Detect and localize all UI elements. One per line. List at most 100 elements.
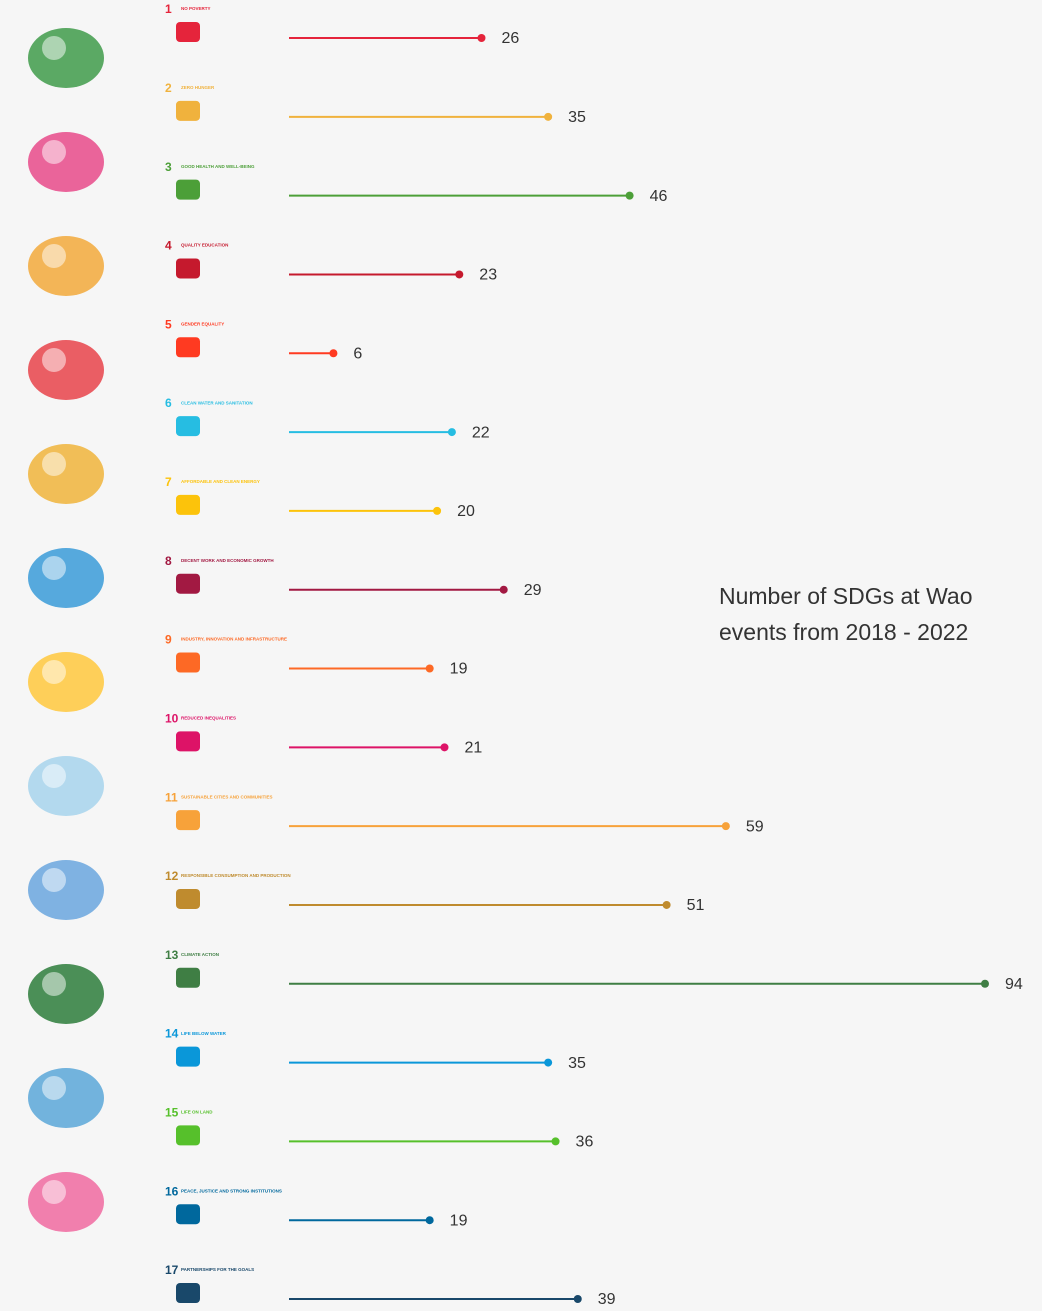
page: 261NO POVERTY352ZERO HUNGER463GOOD HEALT… <box>0 0 1042 1311</box>
goal-icon <box>176 495 200 515</box>
dot <box>663 901 671 909</box>
chart-title: Number of SDGs at Wao events from 2018 -… <box>719 578 1019 650</box>
illustration <box>28 1068 104 1128</box>
dot <box>552 1137 560 1145</box>
dot <box>448 428 456 436</box>
goal-icon <box>176 653 200 673</box>
goal-icon <box>176 731 200 751</box>
dot <box>478 34 486 42</box>
value-label: 94 <box>1005 976 1023 993</box>
illustration <box>42 764 66 788</box>
goal-number: 12 <box>165 869 179 883</box>
goal-icon <box>176 810 200 830</box>
illustration <box>42 1076 66 1100</box>
illustration <box>42 348 66 372</box>
illustration <box>28 964 104 1024</box>
value-label: 59 <box>746 818 764 835</box>
goal-icon <box>176 180 200 200</box>
illustration <box>28 860 104 920</box>
goal-icon <box>176 1047 200 1067</box>
goal-icon <box>176 574 200 594</box>
illustration <box>28 132 104 192</box>
goal-icon <box>176 101 200 121</box>
goal-name: AFFORDABLE AND CLEAN ENERGY <box>181 479 260 484</box>
value-label: 19 <box>450 1212 468 1229</box>
goal-icon <box>176 337 200 357</box>
goal-name: INDUSTRY, INNOVATION AND INFRASTRUCTURE <box>181 637 287 642</box>
dot <box>329 349 337 357</box>
goal-name: REDUCED INEQUALITIES <box>181 716 236 721</box>
goal-number: 11 <box>165 790 178 804</box>
goal-number: 8 <box>165 554 172 568</box>
goal-number: 15 <box>165 1106 179 1120</box>
value-label: 36 <box>576 1134 594 1151</box>
goal-name: NO POVERTY <box>181 6 211 11</box>
goal-name: CLEAN WATER AND SANITATION <box>181 400 253 405</box>
illustration <box>28 236 104 296</box>
illustration <box>28 548 104 608</box>
illustration <box>28 28 104 88</box>
dot <box>981 980 989 988</box>
illustration <box>42 868 66 892</box>
value-label: 39 <box>598 1291 616 1308</box>
goal-number: 5 <box>165 317 172 331</box>
chart: 261NO POVERTY352ZERO HUNGER463GOOD HEALT… <box>0 0 1042 1311</box>
goal-icon <box>176 1204 200 1224</box>
goal-number: 13 <box>165 948 179 962</box>
goal-number: 7 <box>165 475 172 489</box>
goal-name: PARTNERSHIPS FOR THE GOALS <box>181 1267 254 1272</box>
goal-icon <box>176 1125 200 1145</box>
illustration <box>28 444 104 504</box>
goal-name: LIFE ON LAND <box>181 1110 213 1115</box>
dot <box>544 1059 552 1067</box>
value-label: 19 <box>450 661 468 678</box>
value-label: 21 <box>464 740 482 757</box>
value-label: 35 <box>568 1055 586 1072</box>
value-label: 22 <box>472 424 490 441</box>
dot <box>440 743 448 751</box>
goal-number: 10 <box>165 711 179 725</box>
dot <box>626 192 634 200</box>
dot <box>574 1295 582 1303</box>
value-label: 35 <box>568 109 586 126</box>
goal-number: 4 <box>165 239 172 253</box>
value-label: 20 <box>457 503 475 520</box>
dot <box>426 665 434 673</box>
goal-name: GENDER EQUALITY <box>181 321 224 326</box>
value-label: 46 <box>650 188 668 205</box>
goal-icon <box>176 1283 200 1303</box>
goal-number: 3 <box>165 160 172 174</box>
dot <box>500 586 508 594</box>
dot <box>544 113 552 121</box>
illustration <box>28 652 104 712</box>
illustration <box>28 340 104 400</box>
goal-number: 6 <box>165 396 172 410</box>
illustration <box>28 756 104 816</box>
goal-icon <box>176 968 200 988</box>
illustration <box>42 972 66 996</box>
dot <box>722 822 730 830</box>
goal-name: ZERO HUNGER <box>181 85 215 90</box>
goal-icon <box>176 258 200 278</box>
goal-name: GOOD HEALTH AND WELL-BEING <box>181 164 255 169</box>
goal-icon <box>176 889 200 909</box>
goal-name: PEACE, JUSTICE AND STRONG INSTITUTIONS <box>181 1188 282 1193</box>
value-label: 6 <box>353 345 362 362</box>
illustration <box>42 140 66 164</box>
goal-icon <box>176 22 200 42</box>
goal-name: SUSTAINABLE CITIES AND COMMUNITIES <box>181 794 273 799</box>
goal-icon <box>176 416 200 436</box>
goal-number: 16 <box>165 1184 179 1198</box>
illustration <box>42 660 66 684</box>
illustration <box>42 1180 66 1204</box>
value-label: 23 <box>479 267 497 284</box>
goal-number: 17 <box>165 1263 179 1277</box>
goal-name: RESPONSIBLE CONSUMPTION AND PRODUCTION <box>181 873 291 878</box>
value-label: 51 <box>687 897 705 914</box>
illustration <box>42 556 66 580</box>
dot <box>433 507 441 515</box>
goal-name: DECENT WORK AND ECONOMIC GROWTH <box>181 558 274 563</box>
dot <box>455 270 463 278</box>
goal-number: 2 <box>165 81 172 95</box>
dot <box>426 1216 434 1224</box>
